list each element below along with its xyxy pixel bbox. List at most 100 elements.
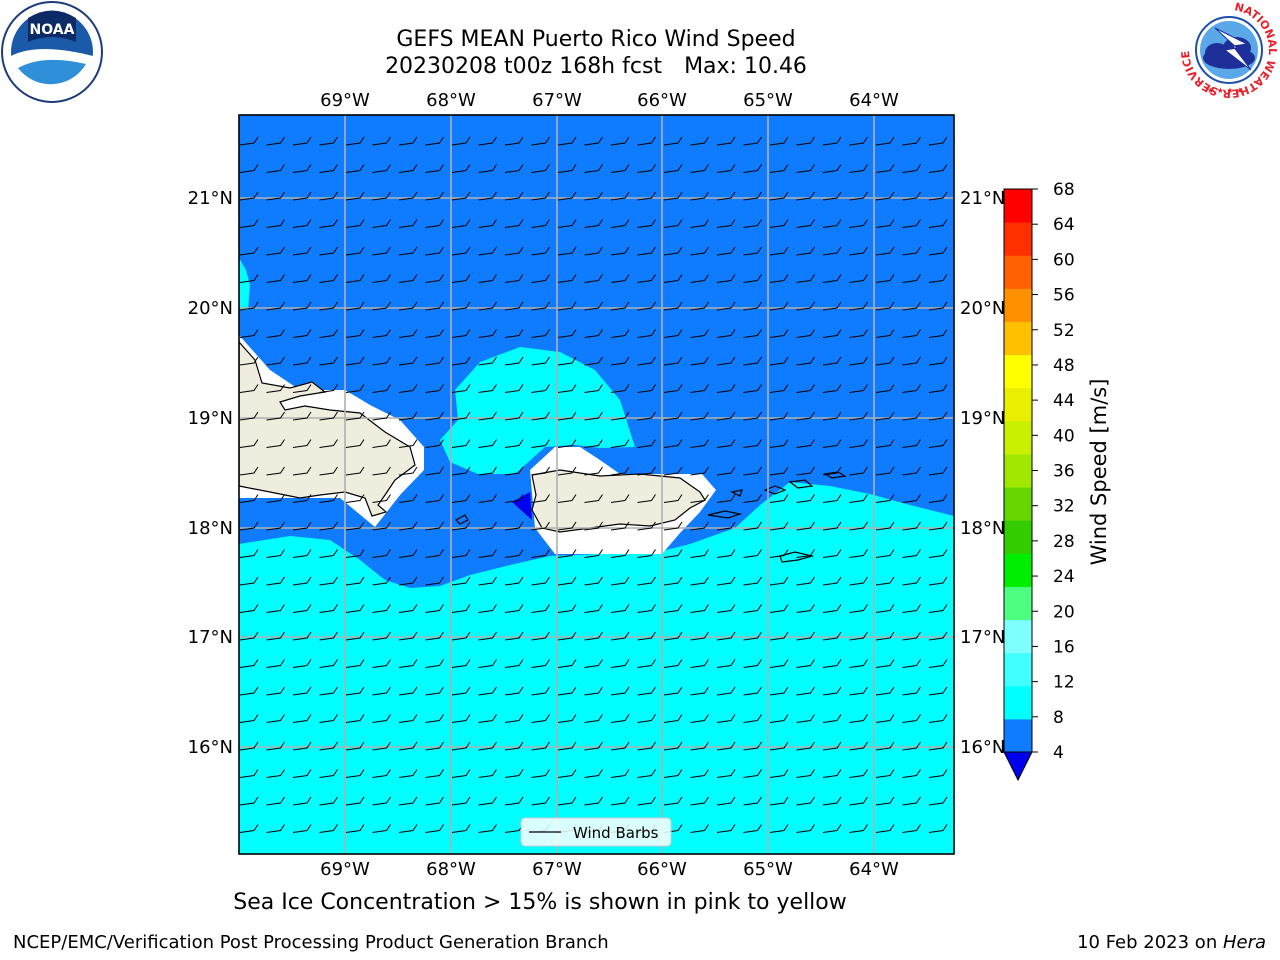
wind-barb (769, 686, 789, 696)
wind-barb (637, 714, 656, 723)
wind-barb (292, 549, 312, 558)
wind-barb (292, 714, 312, 723)
wind-barb (849, 631, 868, 641)
wind-barb (319, 136, 338, 146)
wind-barb (398, 329, 418, 338)
wind-barb (822, 301, 842, 311)
wind-barb (372, 219, 391, 228)
colorbar-band (1004, 288, 1032, 322)
wind-barb (716, 191, 736, 201)
wind-barb (239, 356, 259, 366)
colorbar-tick-label: 16 (1053, 637, 1075, 657)
wind-barb (239, 549, 259, 558)
wind-barb (531, 466, 550, 476)
wind-barb (796, 576, 815, 586)
wind-barb (478, 411, 497, 421)
wind-barb (637, 549, 656, 558)
wind-barb (478, 521, 497, 531)
wind-barb (319, 686, 338, 696)
wind-band-8-12-south (239, 482, 954, 854)
wind-barb (372, 714, 391, 723)
wind-barb (266, 411, 285, 421)
wind-barb (743, 549, 762, 558)
wind-barb (610, 411, 630, 421)
wind-barb (319, 576, 338, 586)
wind-barb (266, 604, 285, 613)
wind-barb (928, 219, 948, 228)
wind-barb (796, 714, 815, 723)
wind-barb (531, 274, 550, 283)
wind-band-8-12-blob (440, 347, 635, 474)
lon-label-bottom: 68°W (426, 859, 476, 880)
wind-barb (451, 824, 471, 833)
wind-barb (716, 769, 736, 778)
wind-barb (425, 796, 444, 806)
wind-barb (504, 219, 524, 228)
wind-barb (372, 494, 391, 503)
wind-barb (292, 219, 312, 228)
wind-barb (557, 604, 577, 613)
wind-barb (716, 659, 736, 668)
wind-barb (531, 604, 550, 613)
wind-barb (557, 686, 577, 696)
wind-barb (928, 796, 948, 806)
wind-barb (451, 741, 471, 751)
wind-barb (849, 219, 868, 228)
wind-barb (345, 439, 365, 448)
wind-barb (531, 631, 550, 641)
wind-barb (504, 439, 524, 448)
wind-barb (398, 521, 418, 531)
wind-barb (637, 631, 656, 641)
wind-barb (451, 191, 471, 201)
colorbar-band (1004, 255, 1032, 289)
wind-barb (319, 219, 338, 228)
wind-barb (875, 686, 895, 696)
wind-barb (266, 356, 285, 366)
wind-barb (690, 741, 709, 751)
wind-barb (425, 191, 444, 201)
wind-barb (849, 191, 868, 201)
wind-barb (690, 576, 709, 586)
wind-barb (769, 356, 789, 366)
wind-barb (239, 301, 259, 311)
wind-barb (769, 466, 789, 476)
wind-barb (557, 549, 577, 558)
wind-barb (319, 164, 338, 173)
wind-barb (663, 631, 683, 641)
wind-barb (716, 521, 736, 531)
wind-barb (451, 659, 471, 668)
wind-barb (928, 384, 948, 393)
wind-barb (319, 274, 338, 283)
wind-barb (663, 466, 683, 476)
wind-barb (478, 604, 497, 613)
wind-barb (531, 741, 550, 751)
wind-barb (319, 356, 338, 366)
wind-barb (504, 164, 524, 173)
wind-barb (743, 631, 762, 641)
wind-barb (610, 439, 630, 448)
wind-barb (849, 494, 868, 503)
wind-barb (663, 301, 683, 311)
wind-barb (478, 329, 497, 338)
wind-barb (372, 411, 391, 421)
wind-barb (902, 136, 921, 146)
wind-barb (902, 769, 921, 778)
wind-barb (849, 796, 868, 806)
wind-barb (478, 356, 497, 366)
wind-barb (849, 411, 868, 421)
wind-barb (637, 521, 656, 531)
wind-barb (849, 741, 868, 751)
wind-barb (478, 714, 497, 723)
wind-barb (451, 411, 471, 421)
wind-barb (849, 521, 868, 531)
wind-barb (690, 136, 709, 146)
wind-barb (531, 714, 550, 723)
wind-barb (769, 631, 789, 641)
wind-barb (690, 411, 709, 421)
wind-barb (451, 576, 471, 586)
wind-barb (319, 549, 338, 558)
wind-barb (292, 576, 312, 586)
wind-barb (663, 604, 683, 613)
wind-barb (663, 246, 683, 256)
